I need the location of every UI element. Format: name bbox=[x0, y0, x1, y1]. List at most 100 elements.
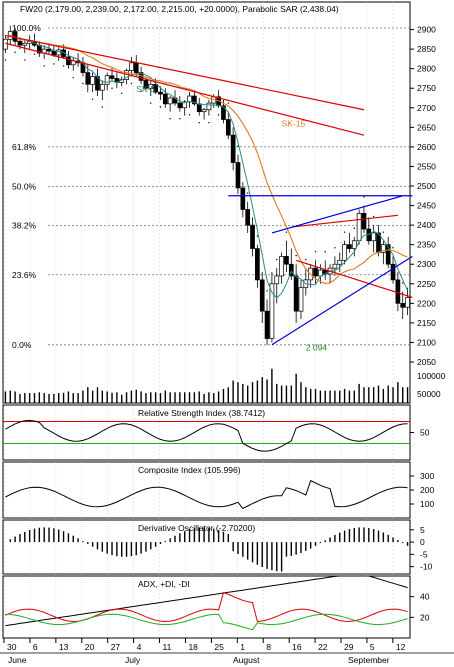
parabolic-sar-dot bbox=[314, 251, 317, 253]
candle-body bbox=[177, 102, 183, 109]
candle-body bbox=[51, 50, 57, 56]
parabolic-sar-dot bbox=[295, 254, 297, 257]
candle-body bbox=[133, 62, 139, 73]
candle-body bbox=[284, 256, 289, 265]
parabolic-sar-dot bbox=[266, 290, 268, 292]
candle-body bbox=[182, 101, 188, 109]
price-tick-label: 2350 bbox=[417, 240, 436, 250]
x-tick-label: 12 bbox=[396, 642, 406, 652]
parabolic-sar-dot bbox=[150, 102, 152, 104]
volume-tick-label: 100000 bbox=[417, 371, 446, 381]
candle-body bbox=[400, 302, 406, 308]
parabolic-sar-dot bbox=[343, 231, 346, 233]
parabolic-sar-dot bbox=[324, 251, 326, 253]
fib-level-label: 100.0% bbox=[12, 23, 41, 33]
x-tick-label: 6 bbox=[33, 642, 38, 652]
candle-body bbox=[225, 119, 231, 136]
x-tick-label: 20 bbox=[85, 642, 95, 652]
x-month-label: August bbox=[233, 655, 260, 665]
parabolic-sar-dot bbox=[285, 231, 288, 233]
candle-body bbox=[313, 267, 318, 277]
adx-panel bbox=[2, 575, 411, 639]
price-tick-label: 2600 bbox=[417, 142, 436, 152]
adx-title: ADX, +DI, -DI bbox=[138, 579, 190, 589]
candle-body bbox=[95, 76, 100, 91]
price-panel bbox=[2, 1, 411, 404]
candle-body bbox=[274, 275, 280, 285]
x-month-label: June bbox=[8, 655, 27, 665]
candle-body bbox=[245, 209, 251, 226]
candle-body bbox=[337, 259, 343, 265]
candle-body bbox=[255, 248, 260, 281]
price-tick-label: 2700 bbox=[417, 103, 436, 113]
candle-body bbox=[90, 76, 95, 85]
parabolic-sar-dot bbox=[372, 215, 375, 218]
price-tick-label: 2400 bbox=[417, 220, 436, 230]
volume-tick-label: 50000 bbox=[417, 389, 441, 399]
parabolic-sar-dot bbox=[159, 106, 162, 108]
trend-line-red bbox=[5, 42, 365, 136]
candle-body bbox=[196, 103, 202, 113]
rsi-title: Relative Strength Index (38.7412) bbox=[138, 408, 265, 418]
rsi-line bbox=[5, 419, 408, 452]
candle-body bbox=[153, 83, 158, 93]
indicator-tick-label: 0 bbox=[420, 537, 425, 547]
price-tick-label: 2850 bbox=[417, 44, 436, 54]
parabolic-sar-dot bbox=[227, 102, 230, 104]
candle-body bbox=[27, 40, 32, 44]
parabolic-sar-dot bbox=[33, 53, 36, 55]
indicator-tick-label: 40 bbox=[420, 592, 430, 602]
parabolic-sar-dot bbox=[402, 282, 404, 284]
x-tick-label: 8 bbox=[266, 642, 271, 652]
x-tick-label: 25 bbox=[214, 642, 224, 652]
parabolic-sar-dot bbox=[256, 235, 259, 237]
candle-body bbox=[201, 109, 207, 113]
chart-annotation: 2 094 bbox=[306, 342, 328, 352]
parabolic-sar-dot bbox=[53, 63, 55, 65]
candle-body bbox=[240, 187, 246, 210]
price-tick-label: 2300 bbox=[417, 259, 436, 269]
x-month-label: September bbox=[348, 655, 390, 665]
parabolic-sar-dot bbox=[237, 145, 239, 147]
candle-body bbox=[158, 91, 163, 95]
composite-index-line bbox=[5, 479, 408, 510]
parabolic-sar-dot bbox=[72, 76, 74, 79]
parabolic-sar-dot bbox=[334, 247, 336, 249]
indicator-tick-label: 20 bbox=[420, 612, 430, 622]
trend-line-red bbox=[5, 34, 365, 111]
x-tick-label: 13 bbox=[59, 642, 69, 652]
parabolic-sar-dot bbox=[82, 82, 84, 85]
indicator-tick-label: 100 bbox=[420, 499, 434, 509]
parabolic-sar-dot bbox=[382, 231, 385, 233]
candle-body bbox=[279, 256, 284, 277]
candle-body bbox=[259, 279, 265, 312]
price-tick-label: 2650 bbox=[417, 122, 436, 132]
fib-level-label: 23.6% bbox=[12, 270, 37, 280]
x-tick-label: 22 bbox=[318, 642, 328, 652]
chart-annotation: SK-5 bbox=[136, 84, 155, 94]
trend-line-red bbox=[291, 214, 398, 228]
candle-body bbox=[109, 75, 115, 79]
x-month-label: July bbox=[125, 655, 141, 665]
price-tick-label: 2200 bbox=[417, 298, 436, 308]
adx-line bbox=[5, 575, 408, 627]
candle-body bbox=[22, 42, 28, 46]
indicator-tick-label: -10 bbox=[420, 562, 433, 572]
candle-body bbox=[235, 162, 241, 189]
x-tick-label: 1 bbox=[240, 642, 245, 652]
x-tick-label: 11 bbox=[163, 642, 172, 652]
parabolic-sar-dot bbox=[188, 114, 191, 116]
candle-body bbox=[192, 95, 197, 105]
sk5-moving-average-line bbox=[5, 34, 409, 299]
parabolic-sar-dot bbox=[363, 196, 365, 198]
minus-di-line bbox=[5, 613, 408, 631]
candle-body bbox=[148, 83, 154, 89]
parabolic-sar-dot bbox=[62, 65, 65, 67]
candle-body bbox=[66, 56, 71, 66]
price-tick-label: 2750 bbox=[417, 83, 436, 93]
candle-body bbox=[332, 263, 338, 269]
x-tick-label: 16 bbox=[292, 642, 302, 652]
price-tick-label: 2900 bbox=[417, 25, 436, 35]
indicator-tick-label: 200 bbox=[420, 485, 434, 495]
